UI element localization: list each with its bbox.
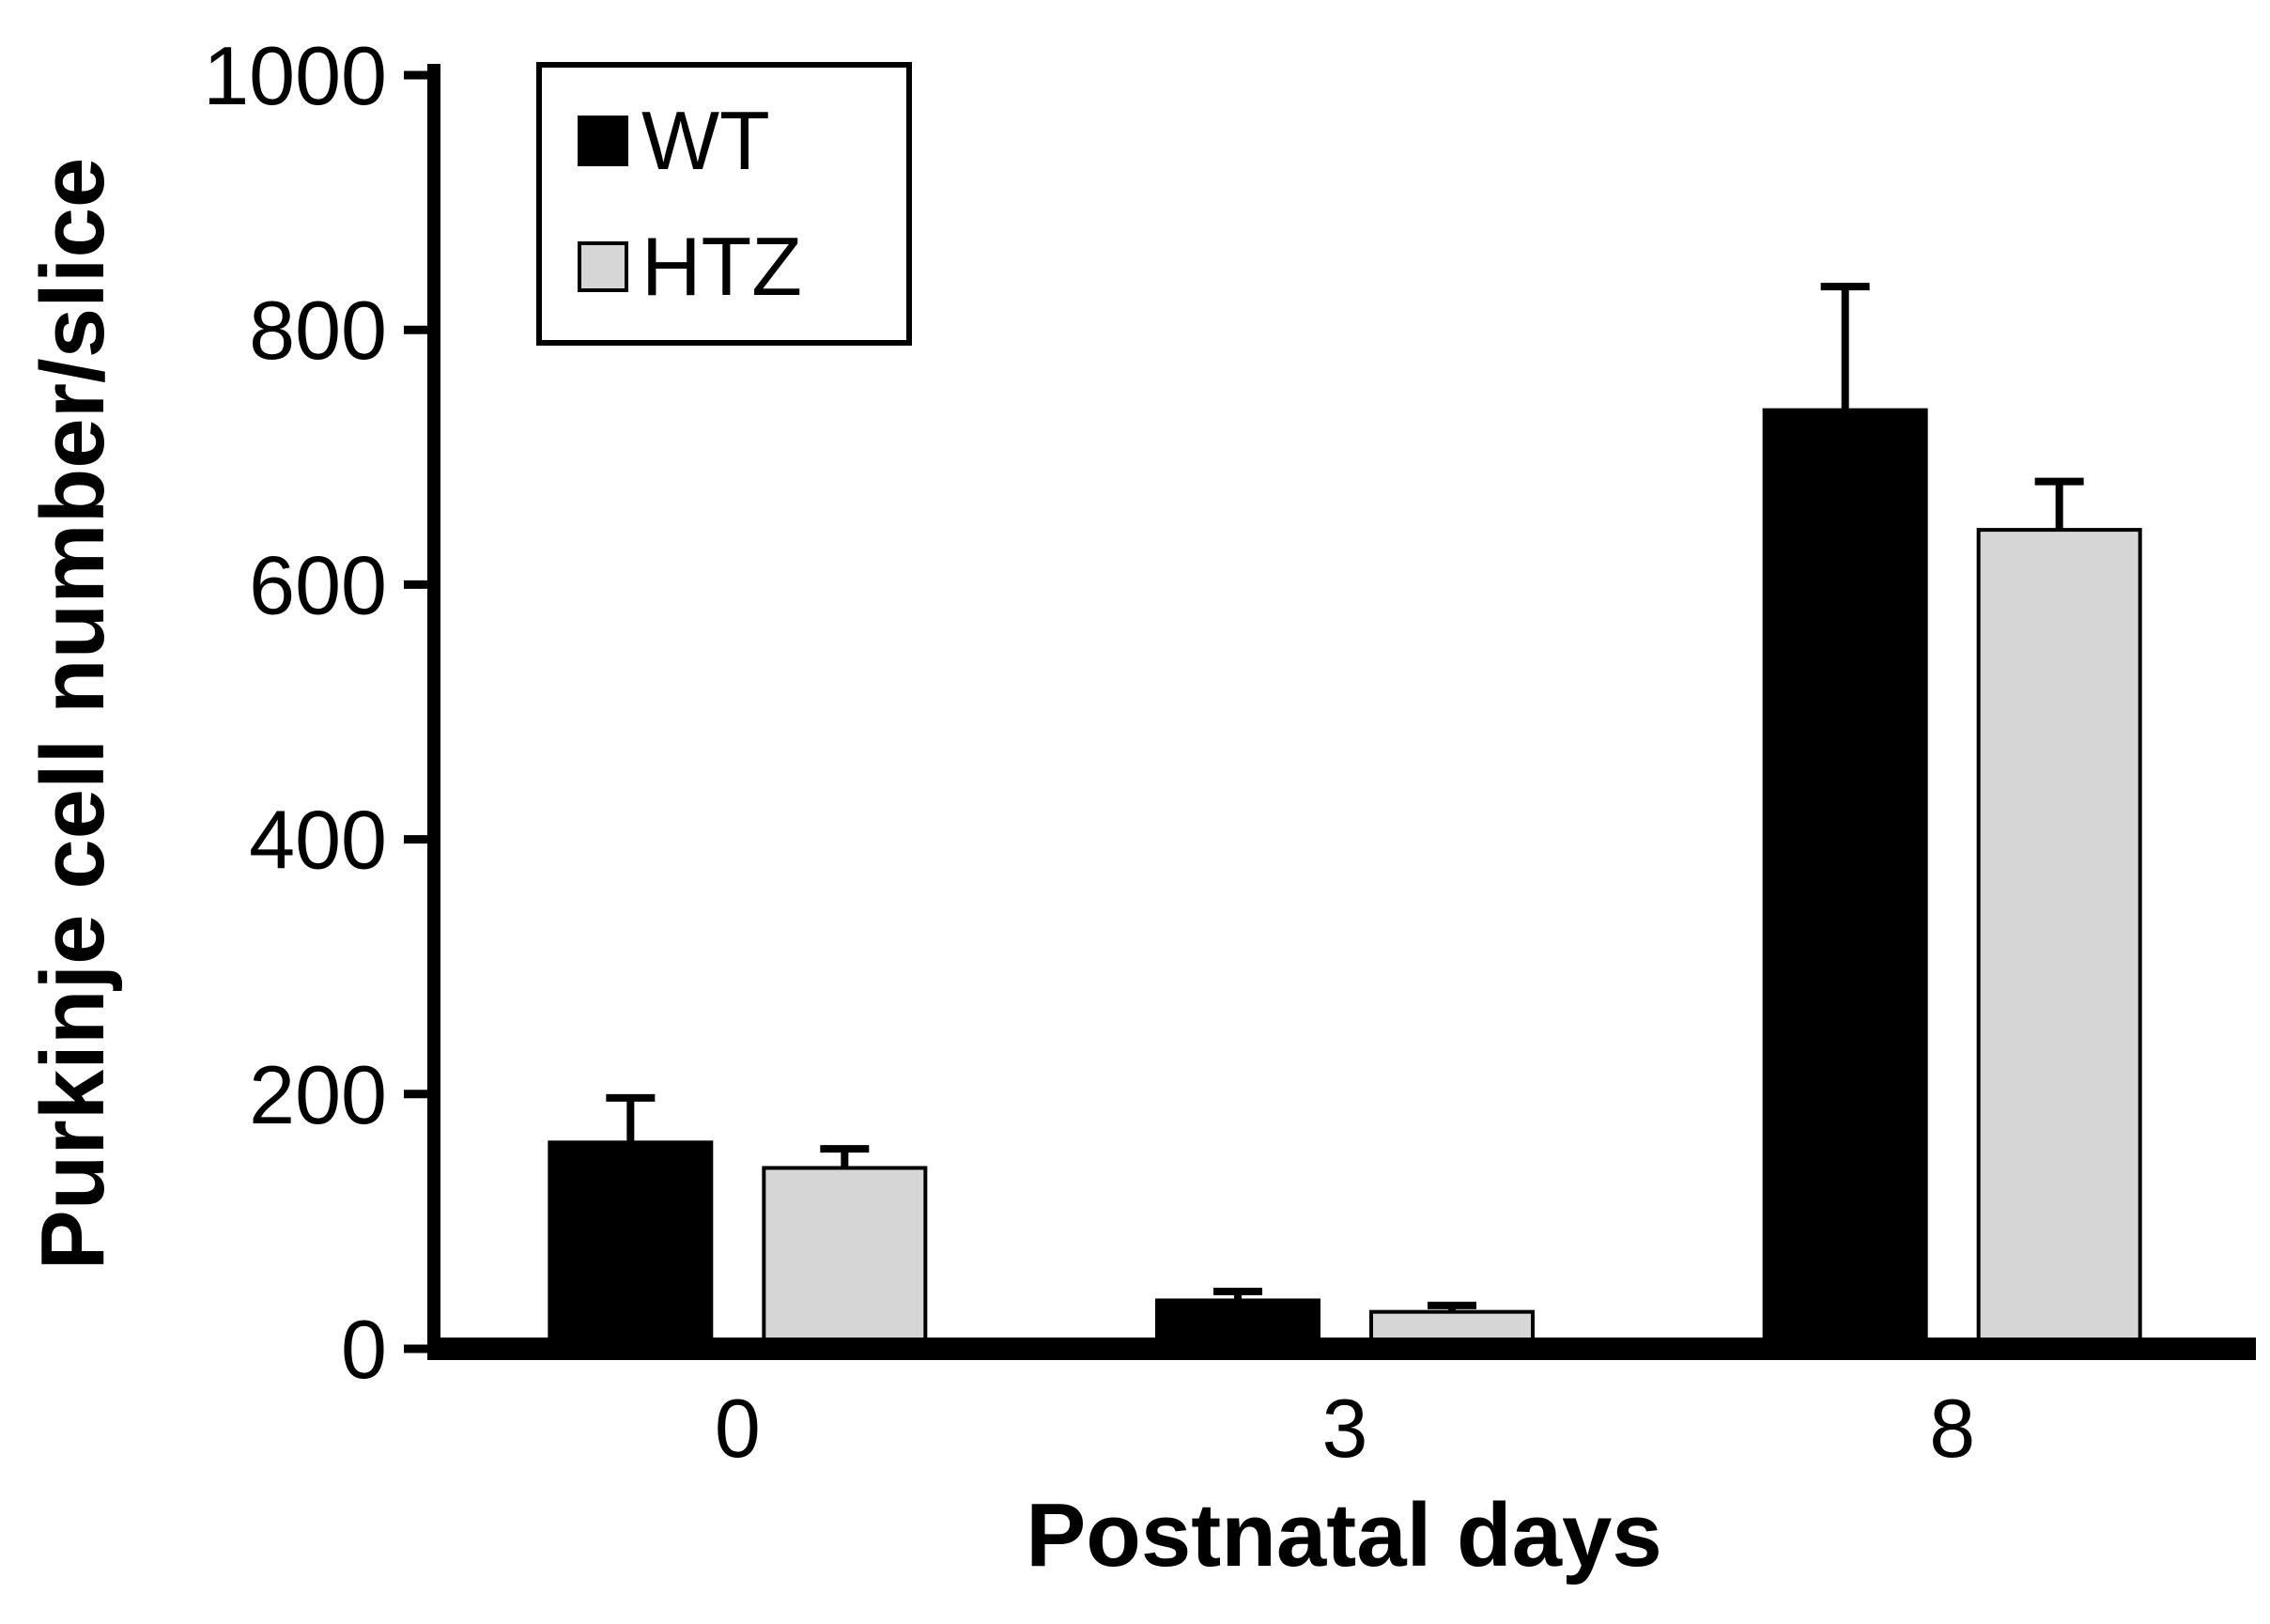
x-tick-label-8: 8 [1929,1382,1975,1475]
legend-label-wt: WT [641,94,770,187]
legend-label-htz: HTZ [641,220,803,313]
x-tick-label-3: 3 [1322,1382,1368,1475]
legend-item-htz: HTZ [578,225,871,308]
bar-htz-day8 [1976,528,2142,1351]
y-tick-label-200: 200 [249,1048,387,1141]
x-axis-title: Postnatal days [1026,1485,1662,1585]
y-tick-label-400: 400 [249,794,387,887]
y-tick-label-1000: 1000 [203,29,387,122]
bar-wt-day0 [548,1140,714,1351]
legend: WT HTZ [536,62,912,346]
wt-swatch-icon [578,116,628,166]
y-tick-label-800: 800 [249,284,387,377]
y-tick-label-0: 0 [341,1303,387,1396]
bar-wt-day8 [1762,408,1928,1351]
y-axis-title: Purkinje cell number/slice [23,157,123,1271]
htz-swatch-icon [578,241,628,292]
legend-item-wt: WT [578,100,871,182]
bar-htz-day0 [762,1166,928,1351]
y-tick-label-600: 600 [249,538,387,631]
x-tick-label-0: 0 [715,1382,761,1475]
